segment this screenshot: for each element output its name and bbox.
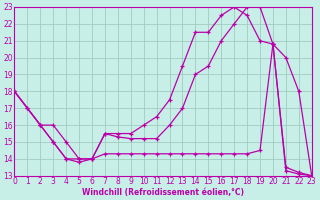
X-axis label: Windchill (Refroidissement éolien,°C): Windchill (Refroidissement éolien,°C) (82, 188, 244, 197)
